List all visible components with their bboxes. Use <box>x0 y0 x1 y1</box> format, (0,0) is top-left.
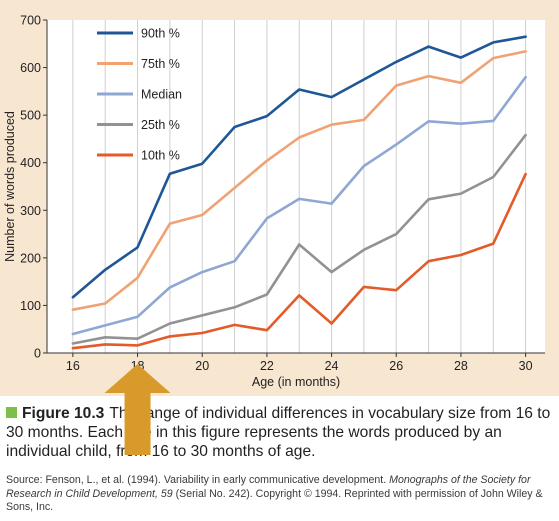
x-tick-label: 20 <box>195 359 209 373</box>
y-axis-label: Number of words produced <box>3 111 17 262</box>
series-line-1 <box>71 50 527 312</box>
x-tick-label: 30 <box>519 359 533 373</box>
series-line-4 <box>71 172 527 350</box>
chart-panel: 0 100 200 300 400 500 600 700 16 18 20 22 24 26 28 30 Ag… <box>0 0 559 396</box>
x-tick-label: 18 <box>131 359 145 373</box>
series-line-2 <box>71 75 527 336</box>
source-suffix: (Serial No. 242). Copyright © 1994. Repr… <box>6 487 543 514</box>
y-tick-label: 100 <box>20 299 41 313</box>
y-tick-label: 300 <box>20 204 41 218</box>
y-tick-label: 200 <box>20 251 41 265</box>
x-tick-label: 24 <box>325 359 339 373</box>
source-prefix: Source: Fenson, L., et al. (1994). Varia… <box>6 474 390 486</box>
source-journal: Monographs of the Society for Research i… <box>6 474 531 500</box>
line-chart: 0 100 200 300 400 500 600 700 16 18 20 22 24 26 28 30 Ag… <box>3 14 545 389</box>
x-tick-label: 26 <box>389 359 403 373</box>
series-line-0 <box>71 35 527 299</box>
y-tick-label: 600 <box>20 61 41 75</box>
x-tick-label: 22 <box>260 359 274 373</box>
y-tick-label: 700 <box>20 14 41 28</box>
legend-label-3: 25th % <box>141 118 180 132</box>
plot-area <box>47 20 545 353</box>
caption-marker-icon <box>6 407 17 418</box>
y-tick-label: 500 <box>20 109 41 123</box>
figure-label: Figure 10.3 <box>22 405 105 422</box>
legend-label-4: 10th % <box>141 149 180 163</box>
y-tick-label: 0 <box>34 347 41 361</box>
figure-caption: Figure 10.3 The range of individual diffe… <box>6 404 551 461</box>
legend-label-0: 90th % <box>141 27 180 41</box>
x-tick-label: 28 <box>454 359 468 373</box>
source-citation: Source: Fenson, L., et al. (1994). Varia… <box>6 474 551 515</box>
x-axis-label: Age (in months) <box>252 375 340 389</box>
legend-label-2: Median <box>141 88 182 102</box>
y-tick-label: 400 <box>20 156 41 170</box>
legend-label-1: 75th % <box>141 57 180 71</box>
series-line-3 <box>71 133 527 345</box>
x-tick-label: 16 <box>66 359 80 373</box>
